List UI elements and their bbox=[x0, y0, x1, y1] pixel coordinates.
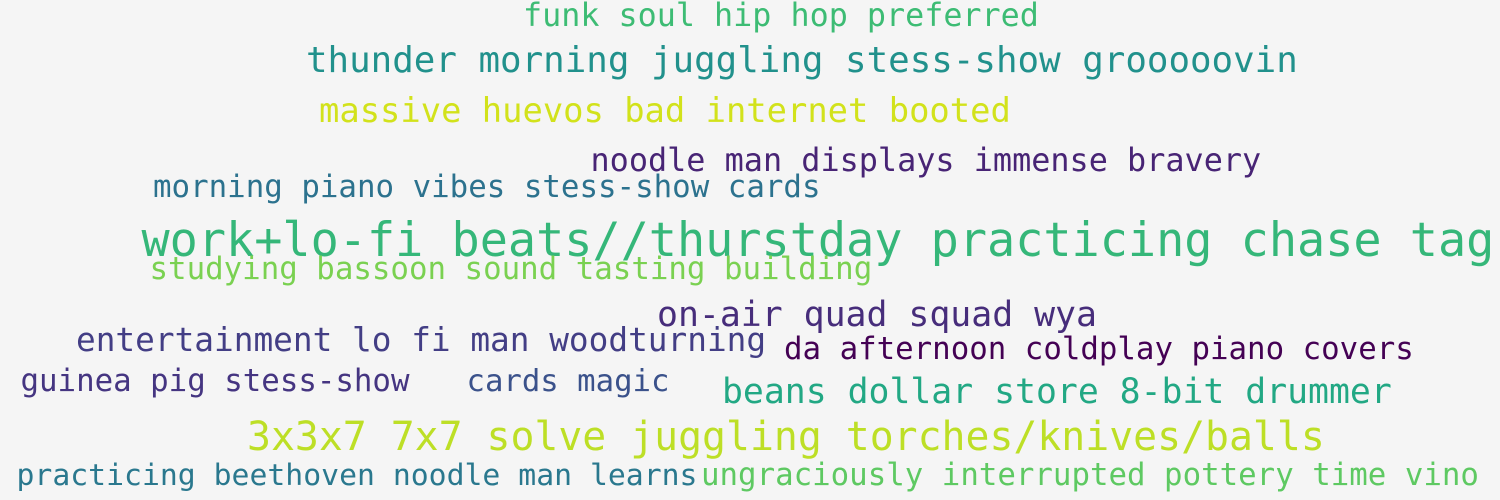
word-phrase: studying bassoon sound tasting building bbox=[149, 251, 873, 288]
word-phrase: noodle man displays immense bravery bbox=[590, 140, 1262, 179]
word-phrase: practicing beethoven noodle man learns bbox=[16, 458, 698, 494]
word-phrase: morning piano vibes stess-show cards bbox=[153, 169, 821, 206]
word-phrase: beans dollar store 8-bit drummer bbox=[722, 372, 1392, 413]
word-phrase: ungraciously interrupted pottery time vi… bbox=[701, 457, 1479, 494]
word-phrase: guinea pig stess-show bbox=[20, 363, 410, 400]
word-phrase: entertainment lo fi man woodturning bbox=[76, 320, 767, 359]
word-phrase: work+lo-fi beats//thurstday practicing c… bbox=[141, 213, 1495, 268]
word-phrase: on-air quad squad wya bbox=[657, 295, 1097, 336]
word-phrase: thunder morning juggling stess-show groo… bbox=[306, 40, 1298, 82]
word-phrase: cards magic bbox=[466, 363, 670, 399]
word-phrase: funk soul hip hop preferred bbox=[523, 0, 1039, 34]
word-phrase: 3x3x7 7x7 solve juggling torches/knives/… bbox=[247, 414, 1325, 461]
word-phrase: massive huevos bad internet booted bbox=[319, 91, 1011, 130]
word-phrase: da afternoon coldplay piano covers bbox=[784, 331, 1414, 368]
